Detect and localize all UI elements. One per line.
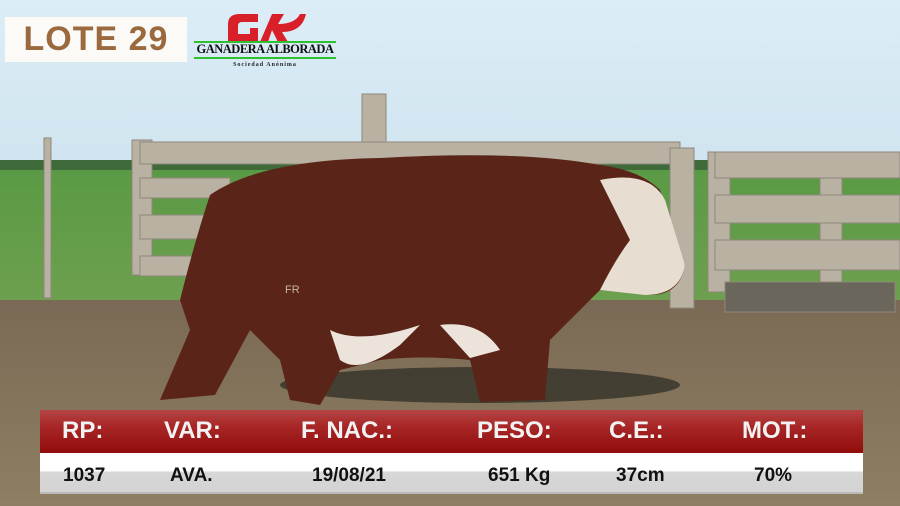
logo-subtitle: Sociedad Anónima	[233, 62, 297, 68]
header-ce: C.E.:	[609, 417, 664, 444]
info-value-row	[40, 453, 863, 494]
value-ce: 37cm	[616, 465, 665, 486]
value-mot: 70%	[754, 465, 793, 486]
brand-mark: FR	[285, 284, 300, 296]
lot-number-badge: LOTE 29	[5, 17, 187, 62]
header-rp: RP:	[62, 417, 104, 444]
lot-label: LOTE 29	[23, 20, 169, 58]
logo-name: GANADERA ALBORADA	[196, 42, 334, 56]
ganadera-alborada-logo: GANADERA ALBORADA Sociedad Anónima	[190, 10, 340, 70]
hereford-bull: FR	[160, 155, 685, 405]
value-var: AVA.	[170, 465, 213, 486]
lot-info-panel: RP: VAR: F. NAC.: PESO: C.E.: MOT.: 1037…	[40, 410, 863, 494]
logo-line-top	[194, 41, 336, 43]
header-var: VAR:	[164, 417, 221, 444]
header-fecha-nacimiento: F. NAC.:	[301, 417, 393, 444]
info-header-row	[40, 410, 863, 453]
value-fecha-nacimiento: 19/08/21	[312, 465, 386, 486]
wooden-fence	[43, 93, 900, 313]
logo-mark-icon	[228, 14, 306, 42]
header-mot: MOT.:	[742, 417, 808, 444]
value-peso: 651 Kg	[488, 465, 551, 486]
header-peso: PESO:	[477, 417, 552, 444]
value-rp: 1037	[63, 465, 106, 486]
logo-line-bottom	[194, 57, 336, 59]
